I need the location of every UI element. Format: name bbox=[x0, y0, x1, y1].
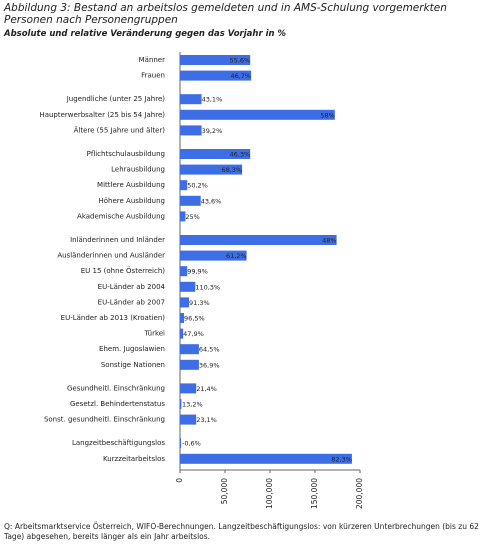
y-tick-label: Akademische Ausbildung bbox=[77, 212, 165, 220]
bar bbox=[180, 344, 199, 355]
bar bbox=[180, 399, 182, 409]
bar bbox=[180, 297, 189, 308]
bar bbox=[180, 149, 251, 159]
y-tick-label: Frauen bbox=[141, 72, 165, 80]
data-label: 110,3% bbox=[195, 283, 220, 291]
y-tick-label: Gesundheitl. Einschränkung bbox=[67, 384, 165, 392]
source-note: Q: Arbeitsmarktservice Österreich, WIFO-… bbox=[4, 522, 479, 541]
chart-subtitle: Absolute und relative Veränderung gegen … bbox=[4, 29, 287, 39]
chart: 0 50,000 100,000 150,000 200,000 Männer 55,6% F… bbox=[39, 52, 364, 509]
bar bbox=[180, 70, 252, 81]
y-tick-label: EU-Länder ab 2004 bbox=[98, 283, 166, 291]
y-tick-label: EU-Länder ab 2013 (Kroatien) bbox=[61, 314, 166, 322]
bar bbox=[180, 453, 352, 464]
bar bbox=[180, 414, 197, 425]
bar bbox=[180, 164, 243, 175]
x-tick-label: 0 bbox=[175, 478, 184, 483]
data-label: 68,3% bbox=[221, 166, 242, 174]
x-tick-label: 150,000 bbox=[310, 478, 319, 509]
data-label: 99,9% bbox=[187, 268, 208, 276]
bar bbox=[180, 438, 181, 449]
bar bbox=[180, 328, 184, 339]
x-tick-label: 50,000 bbox=[220, 478, 229, 504]
y-tick-label: Ältere (55 Jahre und älter) bbox=[74, 125, 166, 134]
bar bbox=[180, 211, 186, 222]
data-label: 48% bbox=[322, 237, 336, 245]
bar bbox=[180, 250, 247, 261]
y-tick-label: Haupterwerbsalter (25 bis 54 Jahre) bbox=[39, 111, 165, 119]
data-label: 46,3% bbox=[230, 151, 251, 159]
y-tick-label: Lehrausbildung bbox=[111, 166, 165, 174]
y-tick-label: Pflichtschulausbildung bbox=[87, 150, 165, 158]
y-tick-label: Höhere Ausbildung bbox=[98, 197, 165, 205]
y-tick-label: Ausländerinnen und Ausländer bbox=[57, 252, 165, 260]
y-tick-label: Kurzzeitarbeitslos bbox=[103, 455, 165, 463]
x-tick-label: 100,000 bbox=[265, 478, 274, 509]
bar bbox=[180, 94, 202, 105]
y-tick-label: Langzeitbeschäftigungslos bbox=[72, 439, 165, 447]
bar bbox=[180, 195, 201, 206]
bar bbox=[180, 125, 202, 136]
bar bbox=[180, 383, 197, 394]
y-tick-label: Männer bbox=[139, 56, 166, 64]
data-label: -0,6% bbox=[182, 440, 201, 448]
data-label: 13,2% bbox=[182, 401, 203, 409]
y-tick-label: EU-Länder ab 2007 bbox=[98, 298, 165, 306]
data-label: 61,2% bbox=[226, 252, 247, 260]
y-tick-label: Gesetzl. Behindertenstatus bbox=[70, 400, 165, 408]
y-tick-label: Sonstige Nationen bbox=[101, 361, 165, 369]
data-label: 43,6% bbox=[201, 197, 222, 205]
data-label: 82,3% bbox=[331, 455, 352, 463]
y-tick-label: Ehem. Jugoslawien bbox=[99, 345, 165, 353]
data-label: 23,1% bbox=[196, 416, 217, 424]
y-tick-label: Sonst. gesundheitl. Einschränkung bbox=[44, 416, 165, 424]
x-tick-label: 200,000 bbox=[355, 478, 364, 509]
y-tick-label: EU 15 (ohne Österreich) bbox=[81, 266, 166, 275]
y-tick-label: Inländerinnen und Inländer bbox=[70, 236, 165, 244]
data-label: 91,3% bbox=[189, 299, 210, 307]
chart-title: Abbildung 3: Bestand an arbeitslos gemel… bbox=[4, 2, 447, 26]
data-label: 58% bbox=[320, 111, 334, 119]
y-tick-label: Türkei bbox=[143, 330, 165, 338]
data-label: 64,5% bbox=[199, 346, 220, 354]
bar bbox=[180, 235, 337, 245]
data-label: 55,6% bbox=[230, 57, 251, 65]
data-label: 36,9% bbox=[199, 361, 220, 369]
bar bbox=[180, 109, 335, 120]
data-label: 39,2% bbox=[202, 127, 223, 135]
data-label: 21,4% bbox=[196, 385, 217, 393]
y-tick-label: Mittlere Ausbildung bbox=[97, 181, 165, 189]
bar bbox=[180, 281, 196, 292]
data-label: 46,7% bbox=[230, 72, 251, 80]
bar bbox=[180, 313, 185, 323]
data-label: 25% bbox=[185, 213, 199, 221]
bar bbox=[180, 55, 251, 65]
data-label: 50,2% bbox=[187, 182, 208, 190]
data-label: 47,9% bbox=[183, 330, 204, 338]
data-label: 96,5% bbox=[184, 315, 205, 323]
bar bbox=[180, 180, 188, 191]
data-label: 43,1% bbox=[202, 96, 223, 104]
bar bbox=[180, 266, 188, 277]
y-tick-label: Jugendliche (unter 25 Jahre) bbox=[66, 95, 166, 103]
bar bbox=[180, 359, 199, 370]
